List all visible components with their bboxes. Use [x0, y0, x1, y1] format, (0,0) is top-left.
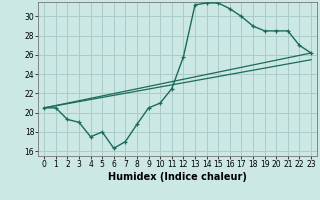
X-axis label: Humidex (Indice chaleur): Humidex (Indice chaleur) — [108, 172, 247, 182]
